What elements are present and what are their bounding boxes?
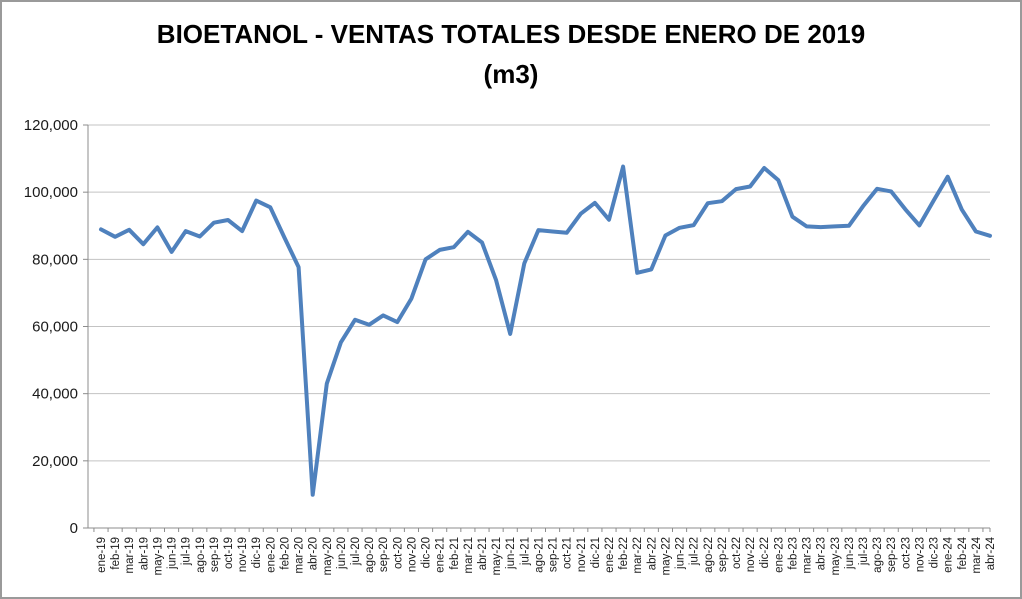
y-axis-tick-label: 20,000 (32, 453, 78, 470)
x-axis-tick-label: jun-23 (844, 537, 856, 570)
x-axis-tick-label: abr-19 (138, 537, 150, 570)
chart-title-line1: BIOETANOL - VENTAS TOTALES DESDE ENERO D… (156, 19, 866, 49)
x-axis-tick-label: nov-22 (745, 537, 757, 572)
x-axis-tick-label: jul-21 (519, 537, 531, 566)
x-axis-tick-label: feb-24 (957, 536, 969, 569)
x-axis-tick-label: sep-21 (548, 537, 560, 572)
x-axis-tick-label: feb-23 (787, 537, 799, 570)
sales-line-series (99, 164, 992, 497)
x-axis-tick-label: oct-21 (562, 537, 574, 569)
x-axis-tick-label: dic-21 (590, 537, 602, 568)
x-axis-tick-label: ago-19 (195, 537, 207, 573)
x-axis-tick-label: oct-19 (223, 537, 235, 569)
x-axis-tick-label: oct-23 (900, 537, 912, 569)
x-axis-tick-label: mar-24 (971, 536, 983, 573)
x-axis-tick-label: ene-20 (265, 537, 277, 573)
x-axis-tick-label: ago-23 (872, 537, 884, 573)
x-axis-tick-label: jul-22 (689, 537, 701, 566)
x-axis-tick-label: dic-23 (929, 537, 941, 568)
x-axis-tick-label: mar-21 (463, 537, 475, 573)
x-axis-tick-label: oct-22 (731, 537, 743, 569)
x-axis-tick-label: abr-20 (308, 537, 320, 570)
x-axis-tick-label: feb-19 (110, 537, 122, 570)
x-axis-tick-label: sep-20 (378, 537, 390, 572)
x-axis-tick-label: abr-24 (985, 536, 997, 570)
x-axis-tick-label: ago-21 (533, 537, 545, 573)
x-axis-tick-label: sep-22 (717, 537, 729, 572)
x-axis-tick-label: dic-19 (251, 537, 263, 568)
x-axis-tick-label: may-21 (491, 537, 503, 575)
x-axis-tick-label: ene-22 (604, 537, 616, 573)
x-axis-tick-label: ago-22 (703, 537, 715, 573)
x-axis-tick-label: jul-23 (858, 537, 870, 566)
chart-title-line2: (m3) (483, 59, 539, 89)
x-axis-tick-label: ene-19 (96, 537, 108, 573)
x-axis-tick-label: ago-20 (364, 537, 376, 573)
x-axis-tick-label: ene-24 (943, 536, 955, 572)
chart-title: BIOETANOL - VENTAS TOTALES DESDE ENERO D… (0, 14, 1022, 94)
x-axis-tick-label: may-23 (830, 537, 842, 575)
x-axis-tick-label: abr-22 (646, 537, 658, 570)
x-axis-tick-label: may-22 (660, 537, 672, 575)
x-axis-tick-label: jun-22 (675, 537, 687, 570)
x-axis-tick-label: abr-21 (477, 537, 489, 570)
x-axis-tick-label: sep-23 (886, 537, 898, 572)
x-axis-tick-label: ene-21 (435, 537, 447, 573)
x-axis-tick-label: jun-21 (505, 537, 517, 570)
x-axis-tick-label: may-20 (322, 537, 334, 575)
x-axis-tick-label: may-19 (152, 537, 164, 575)
x-axis-tick-label: jun-20 (336, 537, 348, 570)
y-axis-tick-label: 80,000 (32, 251, 78, 268)
x-axis-tick-label: mar-23 (802, 537, 814, 573)
x-axis-tick-label: nov-21 (576, 537, 588, 572)
y-axis-tick-label: 60,000 (32, 319, 78, 336)
y-axis-tick-label: 0 (70, 520, 78, 537)
x-axis-tick-label: feb-20 (279, 537, 291, 570)
x-axis-tick-label: feb-22 (618, 537, 630, 570)
x-axis-tick-label: nov-23 (914, 537, 926, 572)
x-axis-tick-label: abr-23 (816, 537, 828, 570)
x-axis-tick-label: mar-20 (294, 537, 306, 573)
x-axis-tick-label: sep-19 (209, 537, 221, 572)
x-axis-tick-label: mar-22 (632, 537, 644, 573)
x-axis-tick-label: nov-20 (406, 537, 418, 572)
x-axis-tick-label: feb-21 (449, 537, 461, 570)
x-axis-tick-label: mar-19 (124, 537, 136, 573)
y-axis-tick-label: 100,000 (24, 184, 78, 201)
x-axis-tick-label: ene-23 (773, 537, 785, 573)
x-axis-tick-label: oct-20 (392, 537, 404, 569)
x-axis-tick-label: nov-19 (237, 537, 249, 572)
x-axis-tick-label: jul-19 (181, 537, 193, 566)
x-axis-tick-label: jun-19 (167, 537, 179, 570)
y-axis-tick-label: 120,000 (24, 117, 78, 134)
y-axis-tick-label: 40,000 (32, 386, 78, 403)
x-axis-tick-label: dic-22 (759, 537, 771, 568)
x-axis-tick-label: jul-20 (350, 537, 362, 566)
x-axis-tick-label: dic-20 (421, 537, 433, 568)
